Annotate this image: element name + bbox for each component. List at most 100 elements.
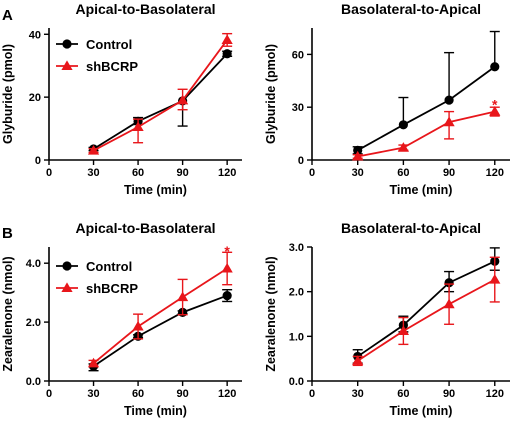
series-control bbox=[352, 247, 500, 364]
data-point bbox=[132, 320, 144, 331]
series-shbcrp bbox=[87, 32, 233, 155]
y-axis-label: Glyburide (pmol) bbox=[264, 44, 278, 144]
y-tick-label: 30 bbox=[292, 102, 304, 114]
y-tick-label: 0 bbox=[298, 155, 304, 167]
chart-panel-4: Basolateral-to-Apical 0 30 60 90 120 0.0 1.0 2.0… bbox=[264, 220, 510, 418]
chart-panel-2: Basolateral-to-Apical 0 30 60 90 120 0 30 60 Time… bbox=[264, 1, 510, 197]
series-line bbox=[93, 53, 228, 150]
legend-label: shBCRP bbox=[86, 281, 138, 296]
legend-marker bbox=[62, 39, 72, 49]
data-point bbox=[87, 357, 100, 368]
x-tick-label: 0 bbox=[309, 167, 315, 179]
series-control bbox=[352, 30, 500, 155]
y-tick-label: 60 bbox=[292, 49, 304, 61]
y-tick-label: 3.0 bbox=[289, 242, 304, 254]
x-tick-label: 120 bbox=[218, 388, 236, 400]
x-tick-label: 90 bbox=[443, 167, 455, 179]
series-control bbox=[88, 289, 233, 372]
y-tick-label: 0.0 bbox=[289, 376, 304, 388]
x-tick-label: 0 bbox=[309, 388, 315, 400]
series-shbcrp bbox=[352, 256, 501, 367]
y-tick-label: 0.0 bbox=[26, 376, 41, 388]
data-point bbox=[222, 290, 232, 301]
chart-panel-3: B Apical-to-Basolateral 0 30 60 90 120 0.0 2.0 4.… bbox=[1, 220, 242, 418]
data-point bbox=[489, 274, 501, 284]
chart-title: Basolateral-to-Apical bbox=[341, 1, 481, 17]
data-point bbox=[444, 95, 454, 105]
y-tick-label: 2.0 bbox=[26, 317, 41, 329]
series-line bbox=[93, 294, 228, 368]
legend-marker bbox=[62, 261, 72, 271]
data-point bbox=[221, 262, 233, 273]
x-axis-label: Time (min) bbox=[390, 404, 453, 418]
data-point bbox=[177, 94, 189, 105]
legend-marker bbox=[61, 60, 73, 71]
data-point bbox=[87, 144, 100, 155]
x-tick-label: 120 bbox=[218, 167, 236, 179]
x-tick-label: 30 bbox=[87, 167, 99, 179]
x-tick-label: 30 bbox=[352, 167, 364, 179]
y-axis-label: Zearalenone (nmol) bbox=[264, 256, 278, 371]
series-line bbox=[357, 278, 496, 362]
significance-asterisk: * bbox=[492, 97, 498, 113]
data-point bbox=[132, 121, 144, 132]
x-tick-label: 60 bbox=[397, 167, 409, 179]
legend: Control shBCRP bbox=[56, 37, 138, 74]
data-point bbox=[353, 145, 363, 155]
series-shbcrp bbox=[352, 106, 501, 161]
panel-letter: A bbox=[2, 7, 13, 24]
series-line bbox=[357, 110, 495, 158]
chart-panel-1: A Apical-to-Basolateral 0 30 60 90 120 0 20 40 Tim… bbox=[1, 1, 242, 197]
data-point bbox=[443, 116, 455, 127]
data-point bbox=[489, 106, 501, 116]
data-point bbox=[398, 120, 408, 130]
data-point bbox=[397, 142, 409, 152]
y-tick-label: 2.0 bbox=[289, 287, 304, 299]
data-point bbox=[221, 34, 233, 44]
y-axis-label: Zearalenone (nmol) bbox=[1, 256, 15, 371]
x-tick-label: 0 bbox=[46, 167, 52, 179]
chart-title: Basolateral-to-Apical bbox=[341, 220, 481, 236]
data-point bbox=[177, 291, 189, 302]
legend-label: shBCRP bbox=[86, 59, 138, 74]
x-axis-label: Time (min) bbox=[390, 183, 453, 197]
y-tick-label: 1.0 bbox=[289, 331, 304, 343]
legend-marker bbox=[61, 282, 73, 293]
x-tick-label: 120 bbox=[486, 388, 504, 400]
data-point bbox=[397, 325, 409, 336]
x-tick-label: 90 bbox=[176, 167, 188, 179]
y-tick-label: 0 bbox=[35, 155, 41, 167]
x-tick-label: 60 bbox=[397, 388, 409, 400]
legend: Control shBCRP bbox=[56, 259, 138, 296]
data-point bbox=[352, 355, 364, 365]
chart-title: Apical-to-Basolateral bbox=[75, 220, 215, 236]
y-axis-label: Glyburide (pmol) bbox=[1, 44, 15, 144]
significance-asterisk: * bbox=[224, 243, 230, 259]
data-point bbox=[222, 49, 232, 59]
series-line bbox=[93, 39, 228, 152]
panel-letter: B bbox=[2, 225, 13, 242]
x-tick-label: 60 bbox=[132, 167, 144, 179]
data-point bbox=[443, 298, 455, 309]
x-tick-label: 0 bbox=[46, 388, 52, 400]
x-tick-label: 30 bbox=[87, 388, 99, 400]
data-point bbox=[490, 62, 500, 72]
series-line bbox=[357, 65, 496, 152]
x-tick-label: 90 bbox=[443, 388, 455, 400]
series-line bbox=[92, 267, 228, 365]
x-axis-label: Time (min) bbox=[124, 404, 187, 418]
x-tick-label: 30 bbox=[352, 388, 364, 400]
chart-title: Apical-to-Basolateral bbox=[75, 1, 215, 17]
legend-label: Control bbox=[86, 259, 132, 274]
data-point bbox=[352, 150, 364, 161]
series-shbcrp bbox=[87, 251, 233, 368]
series-line bbox=[357, 260, 496, 358]
y-tick-label: 4.0 bbox=[26, 258, 41, 270]
data-point bbox=[444, 278, 454, 288]
x-axis-label: Time (min) bbox=[124, 183, 187, 197]
legend-label: Control bbox=[86, 37, 132, 52]
y-tick-label: 20 bbox=[29, 92, 41, 104]
x-tick-label: 60 bbox=[132, 388, 144, 400]
x-tick-label: 90 bbox=[176, 388, 188, 400]
